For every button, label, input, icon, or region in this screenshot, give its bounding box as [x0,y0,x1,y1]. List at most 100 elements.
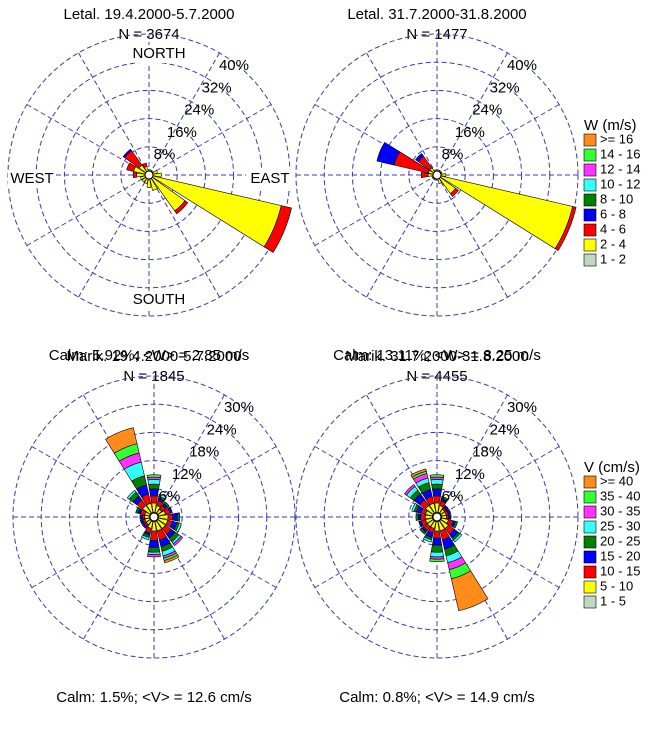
chart-footer: Calm: 0.8%; <V> = 14.9 cm/s [339,689,535,706]
wedge [449,187,459,197]
legend-swatch [583,163,597,177]
wedge [430,544,444,553]
wedge [420,172,429,178]
legend-label: 5 - 10 [600,578,633,593]
direction-label: WEST [10,170,53,187]
direction-label: NORTH [132,45,185,62]
legend-swatch [583,208,597,222]
legend-swatch [583,178,597,192]
r-tick-label: 40% [507,57,537,74]
legend-label: 10 - 12 [600,176,640,191]
r-tick-label: 24% [472,102,502,119]
ring [68,431,240,603]
r-tick-label: 12% [455,466,485,483]
wedge [142,162,148,168]
legend-label: 1 - 5 [600,593,626,608]
chart-title: Letal. 31.7.2000-31.8.2000 [347,6,526,23]
legend-label: 12 - 14 [600,161,640,176]
legend-label: 35 - 40 [600,488,640,503]
wedge [149,530,159,541]
legend-label: 15 - 20 [600,548,640,563]
wedge [105,427,138,454]
wedge [443,505,449,511]
legend-swatch [583,595,597,609]
r-tick-label: 40% [219,57,249,74]
legend-title: V (cm/s) [584,459,640,476]
direction-label: SOUTH [133,291,186,308]
wedge [433,495,441,504]
wedge [432,537,442,546]
ring [63,89,235,261]
wedge [172,512,178,522]
r-tick-label: 30% [224,399,254,416]
wedge [174,200,189,215]
legend-swatch [583,148,597,162]
spoke [366,174,438,298]
legend-label: 4 - 6 [600,221,626,236]
wedge [167,506,173,514]
wedge [163,554,180,564]
legend-swatch [583,475,597,489]
chart-title: Letal. 19.4.2000-5.7.2000 [64,6,235,23]
wedge [122,148,132,158]
spoke [314,174,438,246]
direction-label-bg [246,170,294,188]
wedge [126,162,136,172]
ring [408,146,466,204]
wedge [452,532,463,543]
wedge [141,534,150,541]
wedge [147,546,161,553]
ring [40,403,268,631]
wedge [420,513,426,521]
wedge [415,513,419,521]
ring [351,431,523,603]
legend-label: 1 - 2 [600,251,626,266]
r-tick-label: 12% [172,466,202,483]
legend-label: 14 - 16 [600,146,640,161]
ring [92,118,206,232]
r-tick-label: 16% [167,124,197,141]
calm-circle [149,512,159,522]
r-tick-label: 30% [507,399,537,416]
wedge [132,172,138,178]
r-tick-label: 24% [207,421,237,438]
legend-swatch [583,193,597,207]
spoke [78,174,150,298]
legend-label: 10 - 15 [600,563,640,578]
legend-swatch [583,490,597,504]
chart-title: Marik. 19.4.2000-5.7.2000 [66,348,241,365]
wedge [429,558,445,562]
direction-label-bg [135,45,183,63]
calm-circle [432,512,442,522]
r-tick-label: 6% [159,488,181,505]
legend-label: 6 - 8 [600,206,626,221]
r-tick-label: 16% [455,124,485,141]
wedge [172,535,184,547]
wedge [422,536,433,543]
legend-label: 8 - 10 [600,191,633,206]
wedge [263,205,292,253]
chart-footer: Calm: 5.92%; <W> = 2.85 m/s [49,347,250,364]
wedge [429,474,445,478]
ring [295,375,579,659]
ring [351,89,523,261]
chart-title: Marik. 31.7.2000-31.8.2000 [345,348,528,365]
wedge [448,514,452,520]
wedge [158,493,167,500]
legend-label: 25 - 30 [600,518,640,533]
legend-label: 20 - 25 [600,533,640,548]
ring [380,460,494,574]
wedge [142,523,148,529]
legend-swatch [583,505,597,519]
ring [323,61,551,289]
wedge [139,519,145,525]
legend-title: W (m/s) [584,117,636,134]
calm-circle [144,170,154,180]
r-tick-label: 18% [472,444,502,461]
legend-label: 2 - 4 [600,236,626,251]
legend-swatch [583,565,597,579]
wedge [149,488,159,497]
legend-swatch [583,238,597,252]
spoke [314,516,438,588]
